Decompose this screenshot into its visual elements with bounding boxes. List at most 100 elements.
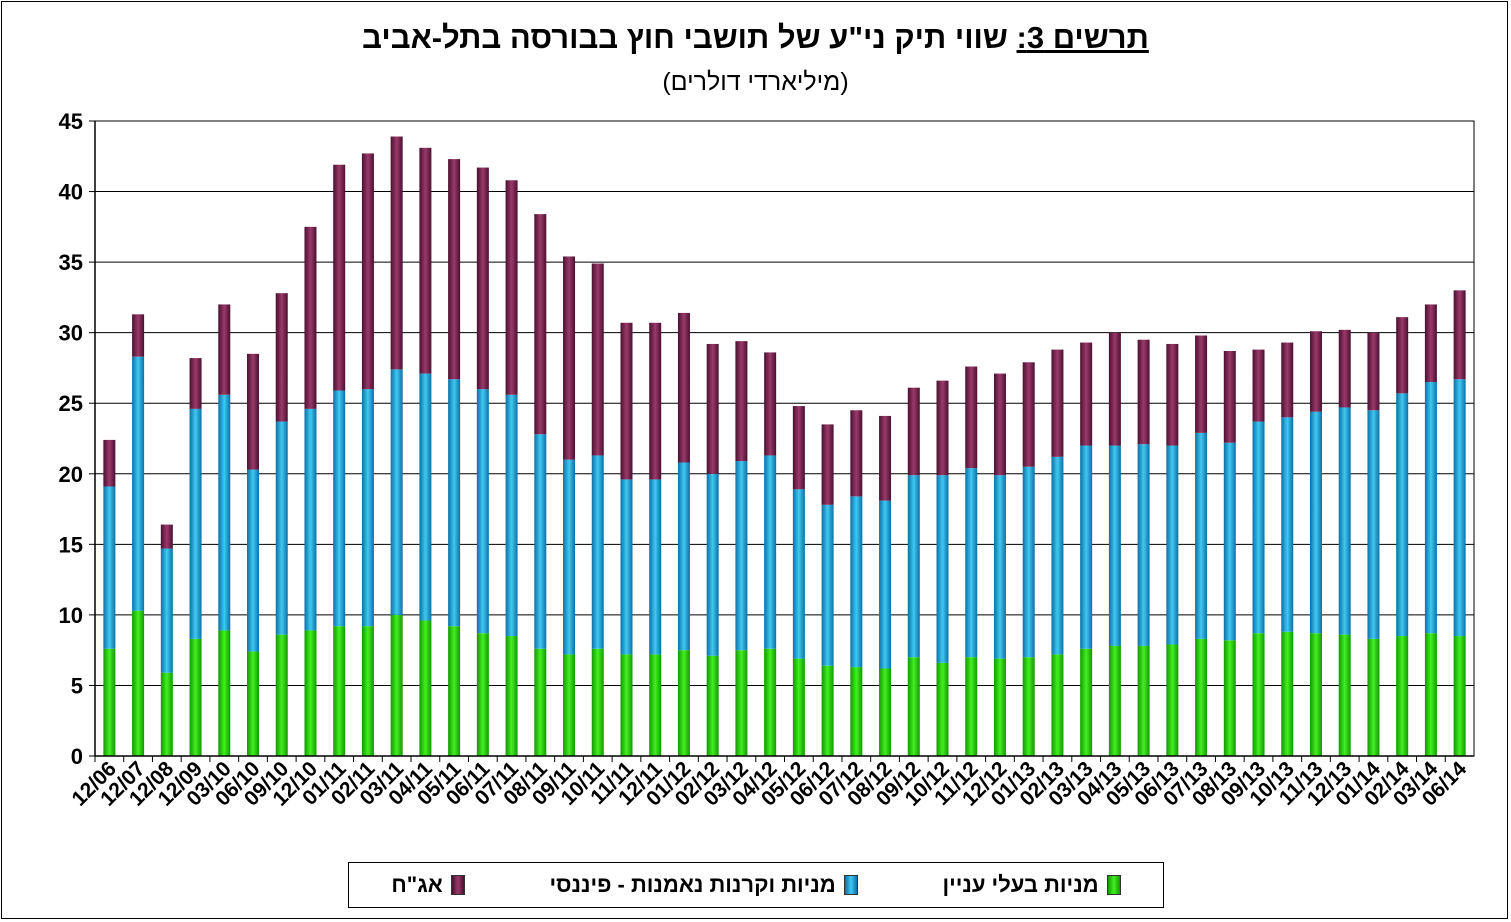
bar-bonds — [850, 410, 863, 497]
chart-title-rest: שווי תיק ני"ע של תושבי חוץ בבורסה בתל-אב… — [362, 20, 1017, 55]
grid-lines — [89, 120, 1474, 757]
bar-bonds — [735, 341, 748, 462]
bar-equity-interest — [993, 658, 1006, 756]
bar-equity-funds — [1338, 407, 1351, 635]
bar-bonds — [1396, 317, 1409, 394]
bar-bonds — [1195, 335, 1208, 433]
bar-equity-funds — [591, 455, 604, 649]
bar-equity-interest — [1453, 636, 1466, 756]
bar-equity-funds — [1367, 410, 1380, 639]
bar-equity-interest — [649, 654, 662, 756]
bar-equity-interest — [1309, 633, 1322, 756]
stacked-bar-chart: 0 5 10 15 20 25 30 35 40 45 12/0612/0712/0812/090… — [59, 109, 1475, 811]
bar-equity-interest — [706, 655, 719, 756]
bar-bonds — [1453, 290, 1466, 380]
chart-title-lead: תרשים 3: — [1016, 20, 1149, 55]
bar-equity-funds — [907, 475, 920, 658]
bar-equity-interest — [620, 654, 633, 756]
bar-bonds — [821, 424, 834, 505]
bar-bonds — [1223, 351, 1236, 443]
bar-bonds — [993, 373, 1006, 476]
bar-equity-interest — [764, 648, 777, 756]
bar-equity-funds — [764, 455, 777, 649]
bar-bonds — [505, 180, 518, 395]
bar-equity-interest — [247, 651, 260, 756]
bar-equity-interest — [879, 668, 892, 756]
bar-equity-interest — [563, 654, 576, 756]
bar-equity-funds — [706, 473, 719, 656]
bar-bonds — [448, 159, 461, 380]
bar-equity-interest — [419, 620, 432, 756]
y-tick-label: 20 — [59, 462, 83, 487]
bar-bonds — [419, 147, 432, 374]
bar-equity-interest — [361, 626, 374, 756]
bar-bonds — [275, 293, 288, 422]
bar-equity-funds — [821, 504, 834, 666]
bar-equity-funds — [1080, 445, 1093, 649]
bar-equity-funds — [275, 421, 288, 635]
bar-equity-funds — [620, 479, 633, 655]
bar-equity-funds — [1309, 411, 1322, 634]
bar-equity-interest — [936, 662, 949, 756]
bar-bonds — [764, 352, 777, 456]
bar-bonds — [476, 167, 489, 390]
bar-bonds — [247, 353, 260, 470]
bar-equity-funds — [936, 475, 949, 663]
bar-equity-funds — [1252, 421, 1265, 634]
bar-bonds — [390, 136, 403, 370]
bar-equity-funds — [419, 373, 432, 621]
bar-bonds — [620, 322, 633, 480]
bar-equity-funds — [160, 548, 173, 673]
bar-bonds — [1108, 332, 1121, 446]
bar-equity-interest — [390, 614, 403, 756]
bar-equity-funds — [448, 379, 461, 627]
bar-bonds — [1281, 342, 1294, 418]
bar-equity-funds — [304, 408, 317, 631]
bar-bonds — [304, 226, 317, 409]
bar-bonds — [1137, 339, 1150, 445]
legend-swatch-bonds — [450, 875, 465, 895]
bar-equity-funds — [505, 394, 518, 637]
bar-bonds — [132, 314, 145, 357]
bar-equity-interest — [448, 626, 461, 756]
bar-equity-interest — [1022, 657, 1035, 756]
bar-equity-interest — [1223, 640, 1236, 756]
bar-equity-interest — [1108, 645, 1121, 756]
bar-equity-interest — [476, 633, 489, 756]
axes — [94, 120, 1475, 762]
bar-equity-funds — [534, 434, 547, 649]
bar-equity-interest — [505, 636, 518, 756]
bar-equity-interest — [1424, 633, 1437, 756]
bar-equity-interest — [591, 648, 604, 756]
bar-equity-funds — [1424, 382, 1437, 634]
legend-item-equity-interest: מניות בעלי עניין — [942, 872, 1121, 898]
bar-equity-funds — [1166, 445, 1179, 645]
bar-bonds — [218, 304, 231, 395]
y-tick-label: 35 — [59, 250, 83, 275]
bar-equity-interest — [333, 626, 346, 756]
bar-equity-interest — [965, 657, 978, 756]
bar-equity-interest — [735, 650, 748, 756]
legend: אג"ח מניות וקרנות נאמנות - פיננסי מניות … — [348, 862, 1164, 908]
bar-equity-interest — [189, 638, 202, 756]
bar-bonds — [1166, 343, 1179, 446]
bar-equity-funds — [1453, 379, 1466, 637]
plot-area — [94, 120, 1475, 757]
bar-equity-funds — [361, 389, 374, 627]
x-axis-ticks: 12/0612/0712/0812/0903/1006/1009/1012/10… — [67, 757, 1471, 811]
bar-equity-interest — [1137, 645, 1150, 756]
bar-bonds — [879, 415, 892, 501]
bar-bonds — [1424, 304, 1437, 383]
bar-equity-funds — [247, 469, 260, 652]
y-tick-label: 5 — [71, 673, 83, 698]
chart-subtitle: (מיליארדי דולרים) — [662, 68, 849, 96]
bar-equity-funds — [879, 500, 892, 669]
y-tick-label: 15 — [59, 532, 83, 557]
bar-bonds — [160, 524, 173, 549]
bar-bonds — [677, 312, 690, 463]
y-axis-ticks: 0 5 10 15 20 25 30 35 40 45 — [59, 109, 83, 769]
legend-item-bonds: אג"ח — [391, 872, 465, 898]
bar-equity-interest — [792, 658, 805, 756]
bar-equity-interest — [304, 630, 317, 756]
bar-equity-interest — [103, 648, 116, 756]
